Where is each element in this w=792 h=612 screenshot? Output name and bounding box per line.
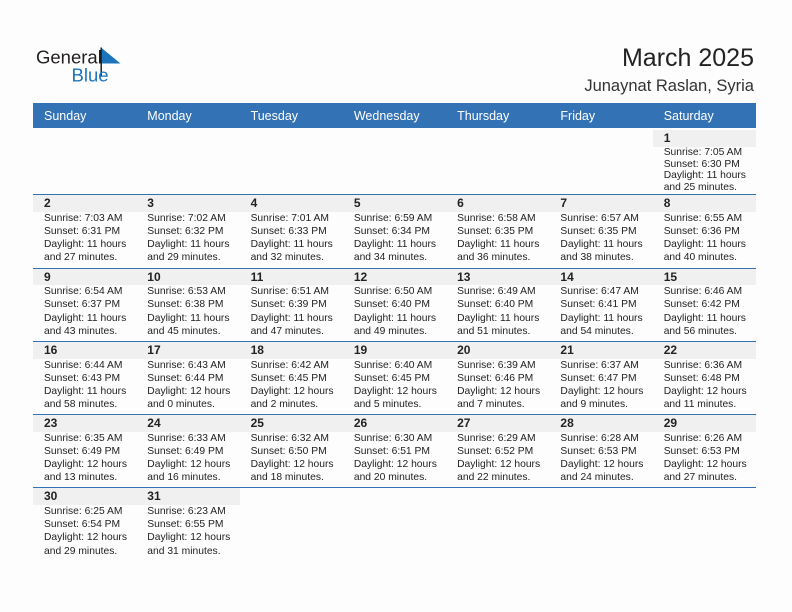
svg-text:Blue: Blue [72, 65, 109, 86]
